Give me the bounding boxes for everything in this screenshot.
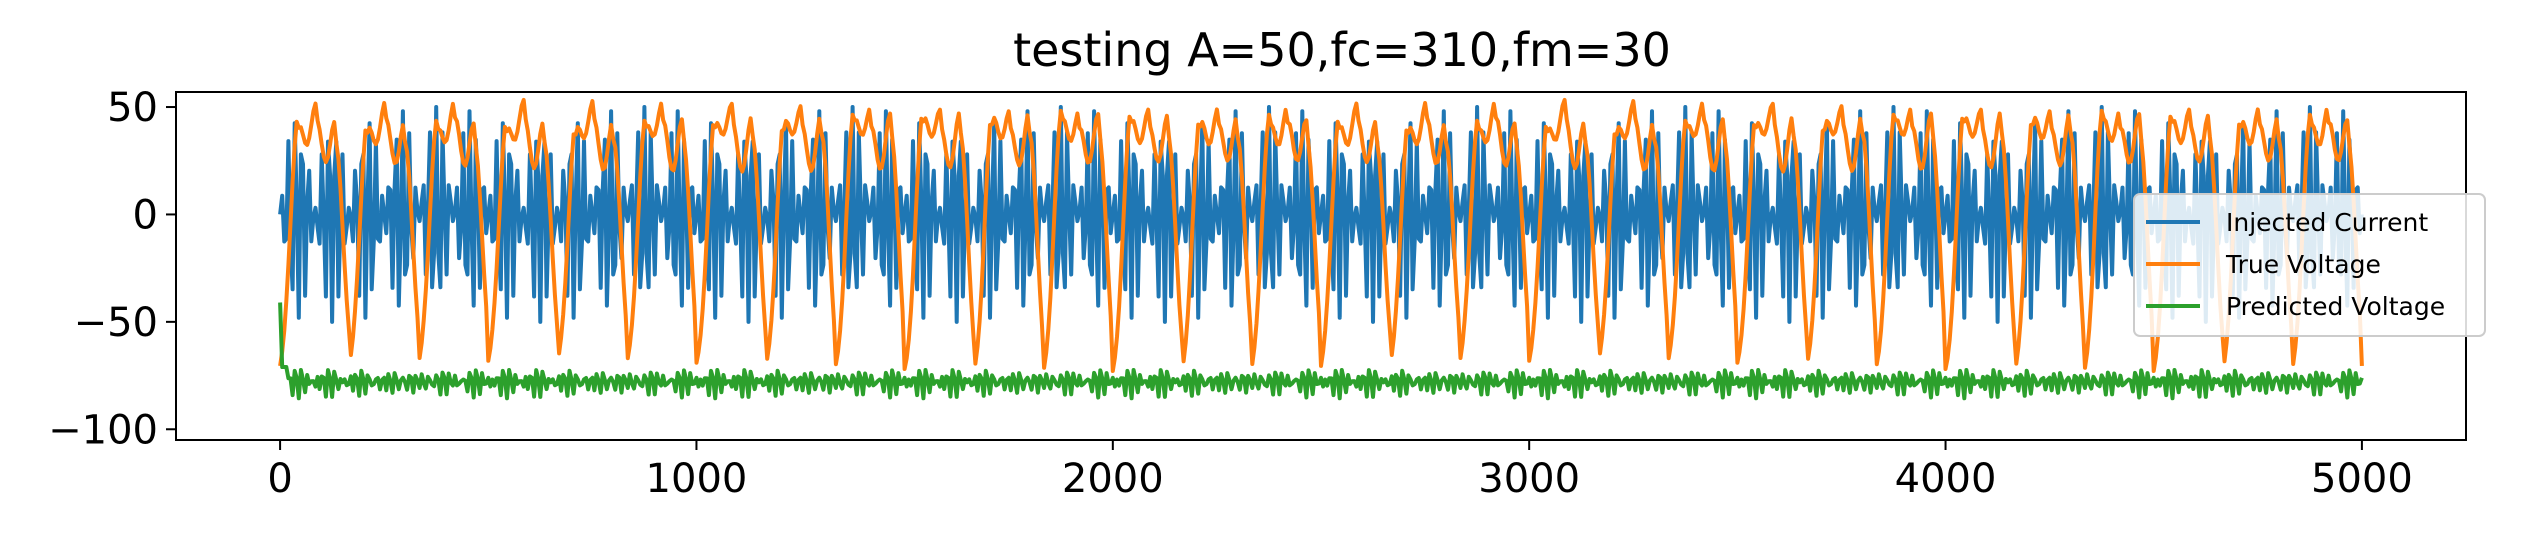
- y-tick-label: 0: [133, 192, 158, 238]
- x-tick-label: 2000: [1062, 456, 1164, 502]
- legend-box: [2133, 193, 2486, 337]
- y-tick-label: 50: [107, 85, 158, 131]
- series-line-predicted-voltage: [278, 302, 2364, 401]
- legend-label: Predicted Voltage: [2226, 292, 2445, 321]
- plot-area: [278, 97, 2364, 401]
- axes: 0 1000 2000 3000 4000 5000 50 0 −50 −100: [48, 85, 2467, 502]
- x-tick-label: 0: [267, 456, 292, 502]
- x-tick-label: 4000: [1895, 456, 1997, 502]
- x-tick-label: 1000: [646, 456, 748, 502]
- series-line-true-voltage: [278, 97, 2364, 373]
- y-tick-label: −50: [74, 300, 158, 346]
- x-tick-label: 3000: [1478, 456, 1580, 502]
- axes-frame: [175, 91, 2467, 441]
- legend-label: Injected Current: [2226, 208, 2428, 237]
- legend-label: True Voltage: [2225, 250, 2381, 279]
- x-tick-label: 5000: [2311, 456, 2413, 502]
- chart-title: testing A=50,fc=310,fm=30: [1013, 23, 1671, 77]
- series-line-injected-current: [278, 105, 2364, 324]
- legend: Injected Current True Voltage Predicted Vo…: [2133, 193, 2486, 337]
- y-tick-label: −100: [48, 407, 158, 453]
